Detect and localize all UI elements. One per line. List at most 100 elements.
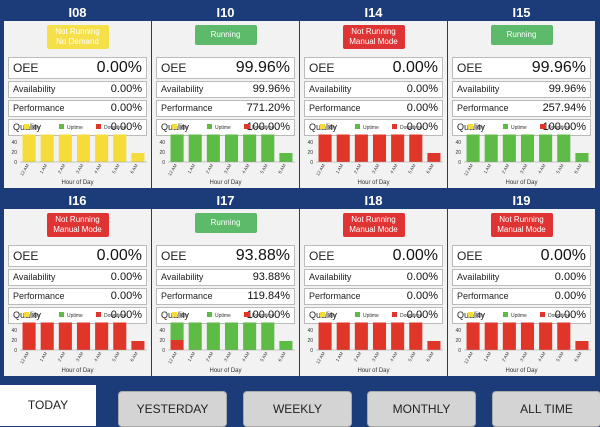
period-tabs: TODAY YESTERDAY WEEKLY MONTHLY ALL TIME — [0, 377, 600, 427]
performance-row: Performance 0.00% — [8, 100, 147, 117]
legend-swatch — [503, 312, 508, 317]
performance-row: Performance 0.00% — [304, 288, 443, 305]
oee-label: OEE — [457, 249, 483, 263]
x-tick-label: 5 AM — [259, 163, 269, 175]
x-tick-label: 4 AM — [389, 163, 399, 175]
y-tick-label: 40 — [455, 328, 461, 334]
bar-down — [502, 322, 516, 350]
x-tick-label: 2 AM — [205, 163, 215, 175]
machine-panel[interactable]: I14 Not Running Manual Mode OEE 0.00% Avai… — [300, 4, 447, 188]
quality-value: 0.00% — [406, 121, 438, 133]
tab-monthly[interactable]: MONTHLY — [367, 391, 476, 427]
x-tick-label: 6 AM — [573, 163, 583, 175]
oee-label: OEE — [13, 249, 39, 263]
status-line: Running — [506, 30, 537, 39]
legend-label: Uptime — [215, 125, 231, 131]
bar-down — [354, 134, 368, 162]
legend-label: Uptime — [363, 125, 379, 131]
x-tick-label: 5 AM — [111, 351, 121, 363]
x-tick-label: 5 AM — [407, 351, 417, 363]
performance-row: Performance 0.00% — [304, 100, 443, 117]
performance-value: 119.84% — [247, 290, 290, 302]
legend-swatch — [540, 124, 545, 129]
machine-panel[interactable]: I17 Running OEE 93.88% Availability 93.88%… — [152, 192, 299, 376]
x-tick-label: 3 AM — [223, 351, 233, 363]
legend-swatch — [59, 124, 64, 129]
availability-value: 99.96% — [548, 83, 586, 95]
y-tick-label: 0 — [14, 348, 17, 354]
bar-down — [318, 134, 332, 162]
performance-value: 0.00% — [554, 290, 586, 302]
legend-label: Idle — [32, 313, 40, 319]
chart-svg: Idle Uptime Downtime 0 20 40 12 AM 1 AM 2 AM 3 AM… — [455, 124, 591, 177]
tab-all-time[interactable]: ALL TIME — [492, 391, 600, 427]
tab-yesterday[interactable]: YESTERDAY — [118, 391, 227, 427]
legend-swatch — [24, 124, 29, 129]
panel-body: Running OEE 99.96% Availability 99.96% Per… — [152, 21, 299, 188]
bar-down — [354, 322, 368, 350]
quality-value: 0.00% — [406, 309, 438, 321]
legend-label: Downtime — [548, 313, 570, 319]
performance-row: Performance 119.84% — [156, 288, 295, 305]
x-tick-label: 2 AM — [57, 163, 67, 175]
x-tick-label: 1 AM — [39, 163, 49, 175]
bar-down — [170, 340, 184, 350]
bar-idle — [131, 153, 145, 162]
availability-value: 0.00% — [406, 271, 438, 283]
y-tick-label: 20 — [455, 150, 461, 156]
hourly-chart: Idle Uptime Downtime 0 20 40 12 AM 1 AM 2 AM 3 AM… — [448, 124, 595, 188]
chart-svg: Idle Uptime Downtime 0 20 40 12 AM 1 AM 2 AM 3 AM… — [159, 124, 295, 177]
availability-label: Availability — [457, 272, 500, 282]
machine-panel[interactable]: I16 Not Running Manual Mode OEE 0.00% Avai… — [4, 192, 151, 376]
tab-today[interactable]: TODAY — [0, 385, 96, 426]
availability-value: 0.00% — [110, 83, 142, 95]
machine-panel[interactable]: I19 Not Running Manual Mode OEE 0.00% Avai… — [448, 192, 595, 376]
oee-value: 0.00% — [540, 247, 586, 264]
bar-down — [409, 134, 423, 162]
bar-up — [279, 341, 293, 350]
legend-swatch — [320, 312, 325, 317]
x-tick-label: 2 AM — [353, 351, 363, 363]
x-tick-label: 4 AM — [241, 351, 251, 363]
oee-value: 99.96% — [531, 59, 586, 76]
machine-panel[interactable]: I15 Running OEE 99.96% Availability 99.96%… — [448, 4, 595, 188]
bar-up — [170, 134, 184, 162]
oee-label: OEE — [309, 61, 335, 75]
y-tick-label: 0 — [162, 348, 165, 354]
legend-swatch — [392, 312, 397, 317]
status-line: Not Running — [351, 215, 396, 224]
bar-up — [243, 322, 257, 350]
bar-down — [520, 322, 535, 350]
x-tick-label: 3 AM — [519, 351, 529, 363]
oee-value: 0.00% — [392, 59, 438, 76]
status-badge: Not Running No Demand — [46, 25, 109, 49]
legend-swatch — [207, 124, 212, 129]
x-tick-label: 4 AM — [537, 351, 547, 363]
chart-svg: Idle Uptime Downtime 0 20 40 12 AM 1 AM 2 AM 3 AM… — [159, 312, 295, 365]
quality-value: 100.00% — [542, 121, 586, 133]
x-tick-label: 1 AM — [187, 351, 197, 363]
legend-label: Uptime — [511, 313, 527, 319]
x-tick-label: 5 AM — [259, 351, 269, 363]
x-tick-label: 12 AM — [19, 351, 30, 365]
machine-panel[interactable]: I08 Not Running No Demand OEE 0.00% Availa… — [4, 4, 151, 188]
legend-swatch — [244, 312, 249, 317]
legend-swatch — [207, 312, 212, 317]
oee-row: OEE 0.00% — [8, 245, 147, 267]
machine-panel[interactable]: I10 Running OEE 99.96% Availability 99.96%… — [152, 4, 299, 188]
machine-panel[interactable]: I18 Not Running Manual Mode OEE 0.00% Avai… — [300, 192, 447, 376]
legend-swatch — [355, 124, 360, 129]
bar-up — [261, 322, 275, 350]
legend-label: Downtime — [252, 125, 274, 131]
y-tick-label: 0 — [310, 348, 313, 354]
availability-row: Availability 99.96% — [452, 81, 591, 98]
legend-swatch — [468, 312, 473, 317]
oee-row: OEE 0.00% — [8, 57, 147, 79]
hourly-chart: Idle Uptime Downtime 0 20 40 12 AM 1 AM 2 AM 3 AM… — [300, 124, 447, 188]
panel-body: Running OEE 93.88% Availability 93.88% Per… — [152, 209, 299, 376]
bar-down — [372, 322, 387, 350]
y-tick-label: 20 — [11, 338, 17, 344]
tab-weekly[interactable]: WEEKLY — [243, 391, 352, 427]
x-tick-label: 2 AM — [205, 351, 215, 363]
performance-value: 0.00% — [406, 290, 438, 302]
